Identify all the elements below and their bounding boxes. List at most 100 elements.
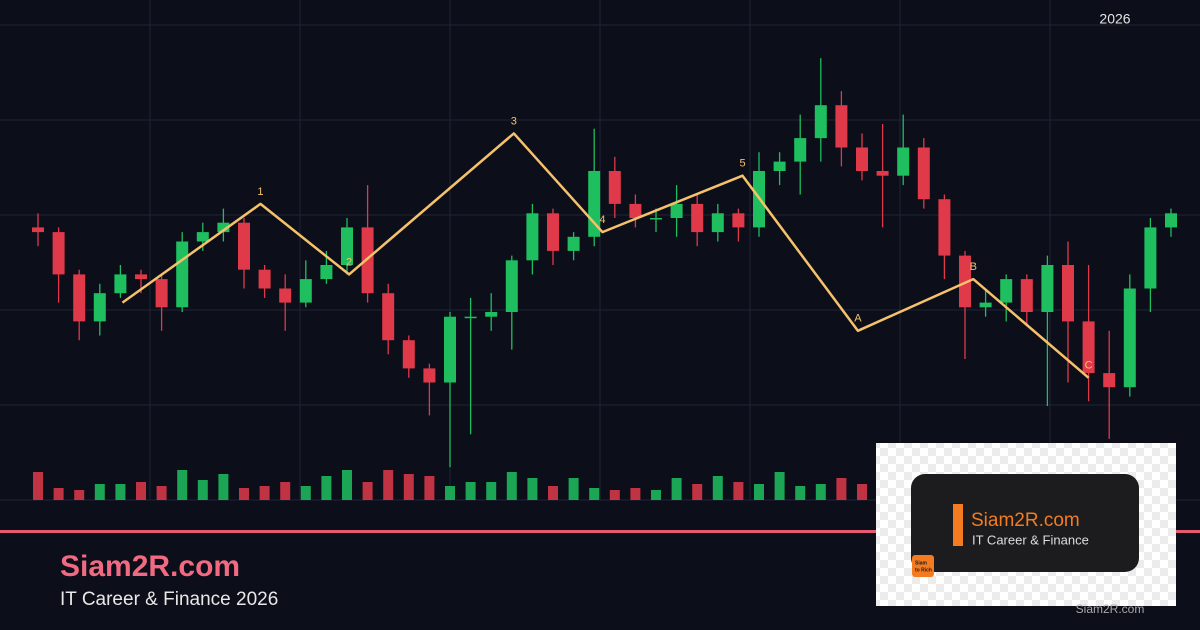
candle-body: [794, 138, 807, 162]
volume-bar: [321, 476, 332, 500]
candle-body: [1041, 265, 1054, 312]
candle-body: [341, 227, 353, 265]
watermark: Siam2R.com: [1076, 602, 1145, 616]
candle-body: [691, 203, 704, 233]
volume-bar: [857, 484, 867, 500]
candle-body: [114, 274, 127, 294]
candle-body: [32, 227, 44, 233]
candle-body: [876, 171, 889, 176]
volume-bar: [94, 484, 105, 500]
wave-line: [121, 132, 1090, 379]
volume-bar: [53, 488, 64, 500]
volume-bar: [671, 478, 682, 500]
candle-body: [1020, 279, 1033, 312]
badge-text: Siam: [915, 560, 928, 566]
volume-bar: [136, 482, 146, 500]
candle-body: [361, 227, 374, 294]
candle-body: [732, 213, 745, 228]
volume-bar: [239, 488, 249, 500]
wave-label: C: [1085, 360, 1093, 372]
volume-bar: [836, 478, 847, 500]
candle-body: [217, 222, 230, 233]
divider: [0, 530, 1200, 533]
volume-bar: [74, 490, 85, 500]
volume-bar: [712, 476, 723, 500]
volume-bar: [609, 490, 620, 500]
volume-bar: [218, 474, 229, 500]
volume-bar: [506, 472, 517, 500]
volume-bar: [445, 486, 455, 500]
candle-body: [196, 232, 209, 242]
volume-bar: [156, 486, 167, 500]
candle-body: [258, 269, 271, 289]
candle-body: [979, 302, 992, 308]
candle-body: [917, 147, 930, 200]
wave-label: 1: [257, 186, 263, 198]
volume-bar: [342, 470, 352, 500]
wave-label: 5: [739, 158, 745, 170]
logo-title: Siam2R.com: [971, 510, 1080, 531]
volume-bar: [548, 486, 558, 500]
candle-body: [547, 213, 559, 251]
candle-body: [238, 222, 250, 270]
volume-bar: [383, 470, 394, 500]
candle-body: [444, 316, 456, 383]
volume-bar: [115, 484, 126, 500]
logo-subtitle: IT Career & Finance: [972, 532, 1089, 547]
volume-bar: [774, 472, 785, 500]
logo-card: Siam2R.com IT Career & Finance Siam to R…: [876, 443, 1176, 616]
volume-bar: [733, 482, 744, 500]
volume-bar: [795, 486, 806, 500]
candle-body: [856, 147, 868, 171]
candle-body: [897, 147, 910, 176]
candle-body: [670, 203, 683, 218]
candle-body: [650, 218, 662, 220]
candle-body: [1082, 321, 1095, 374]
candle-body: [320, 265, 333, 280]
volume-bar: [300, 486, 311, 500]
volume-bar: [280, 482, 291, 500]
candle-body: [1123, 288, 1136, 388]
logo-bar: [953, 504, 963, 546]
candle-body: [93, 293, 106, 322]
logo-panel: [911, 474, 1139, 572]
volume-bar: [403, 474, 414, 500]
volume-bar: [177, 470, 188, 500]
volume-bar: [630, 488, 641, 500]
wave-label: 4: [599, 214, 605, 226]
volume-bar: [465, 482, 476, 500]
candle-body: [1103, 373, 1116, 388]
candle-body: [711, 213, 724, 233]
volume-bar: [589, 488, 600, 500]
volume-bar: [486, 482, 497, 500]
candle-body: [1062, 265, 1074, 322]
candle-body: [382, 293, 395, 341]
candle-body: [73, 274, 86, 322]
candle-body: [485, 312, 498, 317]
candle-body: [773, 161, 786, 171]
wave-label: 3: [511, 115, 517, 127]
volume-bar: [692, 484, 703, 500]
candle-body: [155, 279, 168, 308]
candle-body: [505, 260, 518, 312]
candle-body: [526, 213, 539, 261]
candle-body: [52, 232, 65, 275]
candle-body: [464, 316, 477, 319]
candle-body: [629, 203, 642, 218]
volume-bar: [424, 476, 435, 500]
volume-bar: [33, 472, 43, 500]
candle-body: [135, 274, 147, 280]
candle-body: [835, 105, 848, 148]
candle-body: [814, 105, 827, 139]
candle-body: [608, 171, 621, 204]
candle-body: [402, 340, 415, 369]
candle-body: [1165, 213, 1177, 228]
corner-label: 2026: [1099, 11, 1130, 27]
badge-text: to Rich: [915, 567, 932, 573]
candle-body: [299, 279, 312, 303]
candle-body: [567, 236, 580, 251]
brand-subtitle: IT Career & Finance 2026: [60, 589, 278, 610]
volume-bar: [362, 482, 373, 500]
